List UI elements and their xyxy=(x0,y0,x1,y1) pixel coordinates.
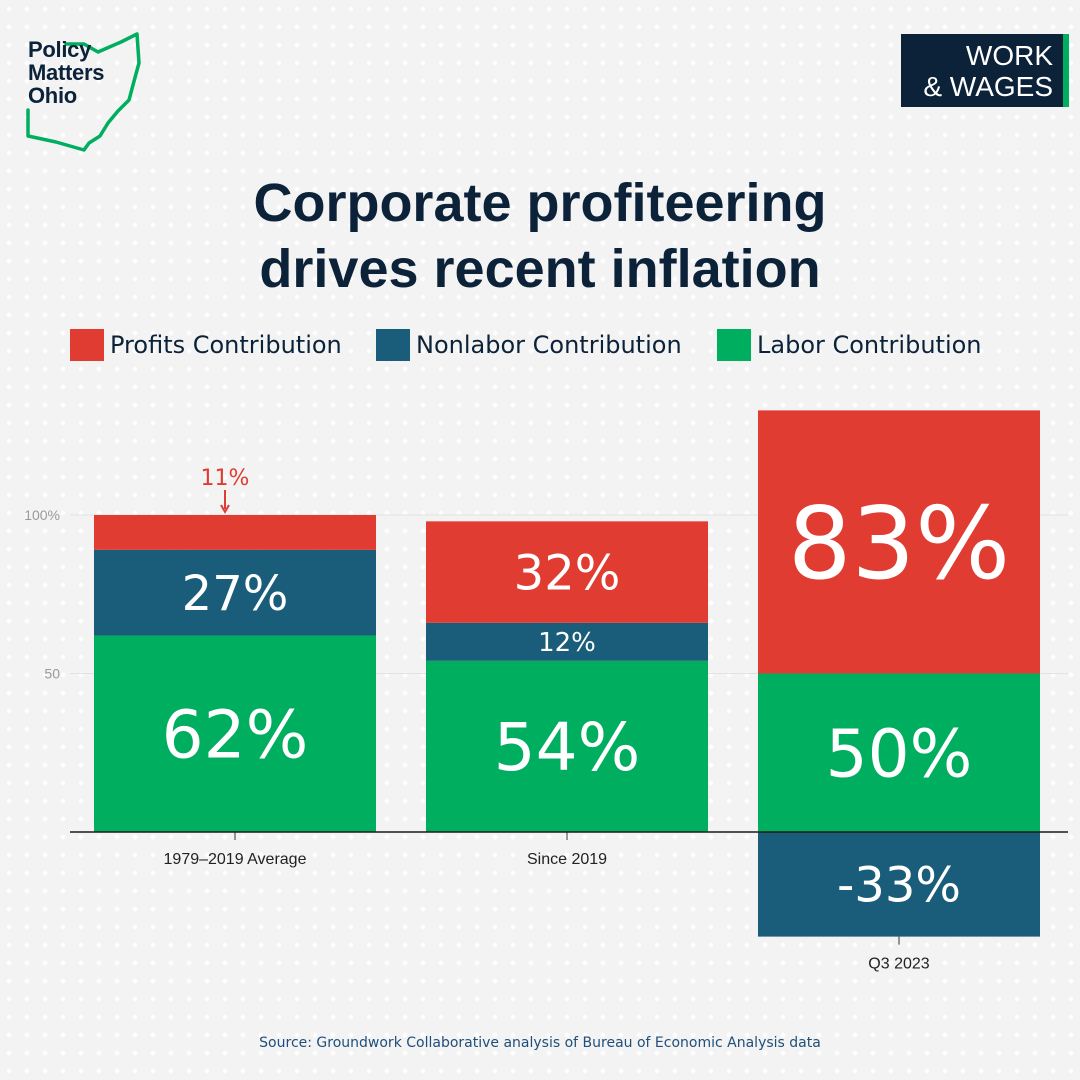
bar-segment xyxy=(94,635,376,832)
source-note: Source: Groundwork Collaborative analysi… xyxy=(259,1035,821,1051)
data-label: 32% xyxy=(514,545,621,601)
bar-segment xyxy=(426,622,708,661)
chart-title-line: drives recent inflation xyxy=(259,239,821,299)
category-label: Since 2019 xyxy=(527,851,607,868)
legend-swatch-labor xyxy=(717,329,751,361)
y-tick-label: 50 xyxy=(44,666,60,682)
category-label: 1979–2019 Average xyxy=(164,851,307,868)
bar-segment xyxy=(426,660,708,832)
legend-swatch-profits xyxy=(70,329,104,361)
badge-line-2: & WAGES xyxy=(923,71,1053,102)
logo-text: Policy Matters Ohio xyxy=(28,38,104,107)
data-label: 27% xyxy=(182,566,289,622)
bar-segment xyxy=(94,549,376,636)
bar-segment xyxy=(426,521,708,623)
data-label: 12% xyxy=(538,628,596,658)
logo-line: Matters xyxy=(28,60,105,85)
bar-segment xyxy=(758,832,1040,937)
topic-badge: WORK & WAGES xyxy=(901,34,1069,107)
callout-arrowhead xyxy=(220,504,230,515)
logo-line: Ohio xyxy=(28,83,77,108)
bar-segment xyxy=(758,410,1040,674)
category-label: Q3 2023 xyxy=(868,956,929,973)
logo-line: Policy xyxy=(28,37,92,62)
legend-label-nonlabor: Nonlabor Contribution xyxy=(416,331,682,359)
chart-title: Corporate profiteering drives recent inf… xyxy=(0,170,1080,302)
bar-segment xyxy=(94,515,376,550)
chart-title-line: Corporate profiteering xyxy=(253,173,827,233)
y-tick-label: 100% xyxy=(24,507,60,523)
ohio-outline-icon xyxy=(26,32,141,152)
badge-line-1: WORK xyxy=(965,40,1053,71)
legend-label-profits: Profits Contribution xyxy=(110,331,342,359)
legend-swatch-nonlabor xyxy=(376,329,410,361)
callout-label: 11% xyxy=(201,466,250,491)
data-label: 62% xyxy=(162,696,309,773)
policy-matters-ohio-logo: Policy Matters Ohio xyxy=(26,30,156,155)
data-label: 83% xyxy=(788,485,1010,602)
data-label: -33% xyxy=(837,858,961,914)
data-label: 54% xyxy=(494,709,641,786)
chart-legend: Profits Contribution Nonlabor Contributi… xyxy=(0,327,1080,363)
bar-segment xyxy=(758,673,1040,832)
legend-label-labor: Labor Contribution xyxy=(757,331,982,359)
data-label: 50% xyxy=(826,716,973,793)
